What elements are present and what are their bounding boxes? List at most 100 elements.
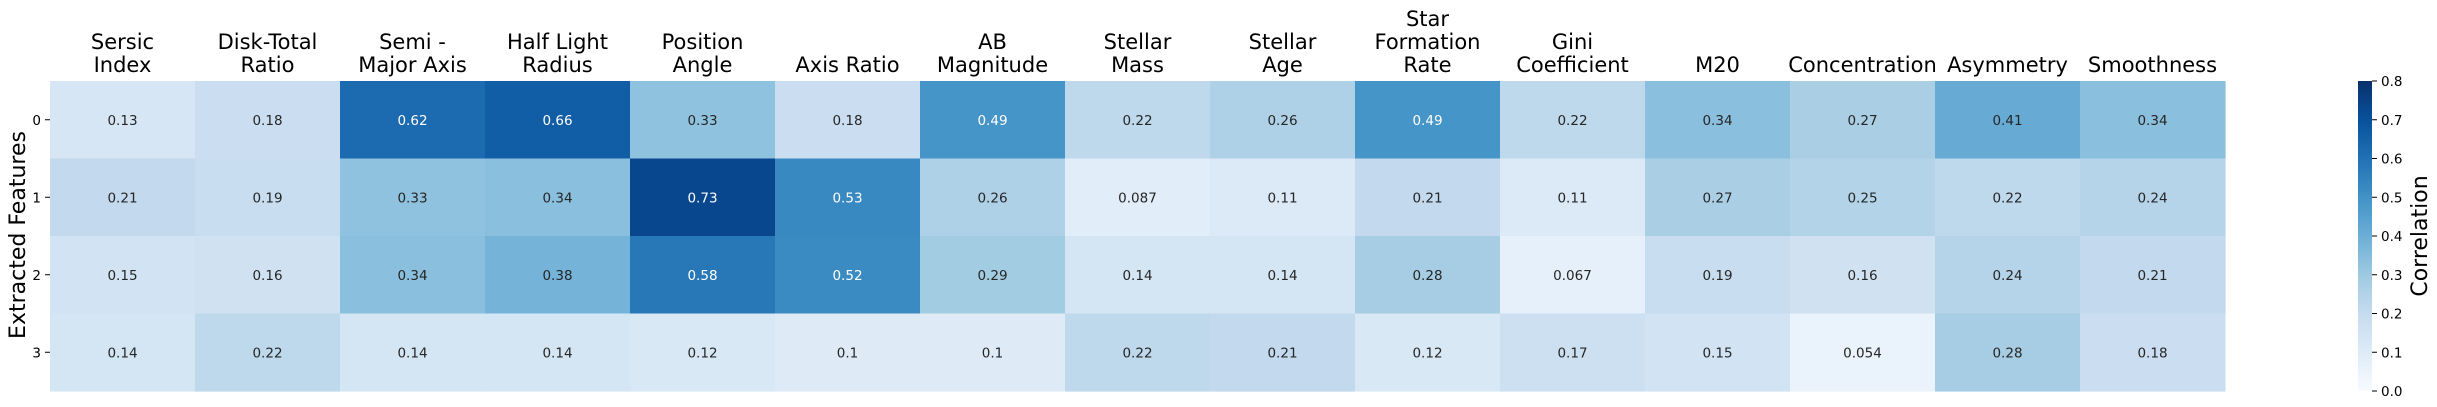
column-label-line: Magnitude	[937, 53, 1048, 77]
cell-value-label: 0.18	[832, 113, 862, 129]
cell-value-label: 0.14	[1267, 268, 1297, 284]
heatmap-cell	[1935, 313, 2081, 392]
column-label-line: Index	[94, 53, 152, 77]
cell-value-label: 0.21	[2137, 268, 2167, 284]
heatmap-cell	[2080, 158, 2226, 237]
row-tick-label: 3	[32, 345, 41, 361]
cell-value-label: 0.27	[1847, 113, 1877, 129]
column-label-line: Axis Ratio	[795, 53, 899, 77]
heatmap-cell	[630, 236, 776, 315]
heatmap-cell	[1210, 158, 1356, 237]
cell-value-label: 0.21	[1412, 190, 1442, 206]
column-label-line: Mass	[1111, 53, 1164, 77]
heatmap-cell	[630, 81, 776, 160]
heatmap-cell	[1210, 81, 1356, 160]
cell-value-label: 0.34	[397, 268, 427, 284]
cell-value-label: 0.66	[542, 113, 572, 129]
heatmap-cell	[50, 81, 196, 160]
column-label-line: Half Light	[507, 30, 608, 54]
cell-value-label: 0.49	[977, 113, 1007, 129]
colorbar-tick-label: 0.0	[2381, 384, 2402, 400]
cell-value-label: 0.22	[1122, 345, 1152, 361]
cell-value-label: 0.1	[837, 345, 858, 361]
column-label-line: Angle	[673, 53, 733, 77]
heatmap-cell	[630, 313, 776, 392]
column-label: Asymmetry	[1947, 53, 2068, 77]
column-label-line: Age	[1262, 53, 1303, 77]
cell-value-label: 0.52	[832, 268, 862, 284]
heatmap-cell	[485, 81, 631, 160]
column-label-line: Stellar	[1249, 30, 1317, 54]
heatmap-cell	[1355, 81, 1501, 160]
cell-value-label: 0.15	[107, 268, 137, 284]
column-label-line: AB	[978, 30, 1007, 54]
heatmap-cell	[485, 158, 631, 237]
heatmap-cell	[2080, 313, 2226, 392]
heatmap-cell	[195, 236, 341, 315]
column-label-line: Concentration	[1788, 53, 1937, 77]
column-label: Stellar Mass	[1104, 30, 1172, 77]
cell-value-label: 0.12	[1412, 345, 1442, 361]
cell-value-label: 0.26	[977, 190, 1007, 206]
row-tick-label: 0	[32, 113, 41, 129]
column-label: Smoothness	[2088, 53, 2217, 77]
cell-value-label: 0.087	[1118, 190, 1157, 206]
cell-value-label: 0.14	[397, 345, 427, 361]
heatmap-cell	[1790, 158, 1936, 237]
cell-value-label: 0.41	[1992, 113, 2022, 129]
column-label: M20	[1695, 53, 1740, 77]
heatmap-cell	[340, 158, 486, 237]
cell-value-label: 0.18	[252, 113, 282, 129]
heatmap-cell	[1065, 158, 1211, 237]
column-label: Half Light Radius	[507, 30, 608, 77]
column-label: Semi -Major Axis	[358, 30, 467, 77]
colorbar-tick-label: 0.6	[2381, 152, 2402, 168]
column-label: Gini Coefficient	[1516, 30, 1629, 77]
heatmap-cell	[920, 313, 1066, 392]
row-tick-label: 2	[32, 268, 41, 284]
cell-value-label: 0.21	[107, 190, 137, 206]
heatmap-cell	[1935, 81, 2081, 160]
colorbar-ticks: 0.0 0.1 0.2 0.3 0.4 0.5 0.6 0.7 0.8	[2372, 74, 2402, 400]
heatmap-cell	[2080, 81, 2226, 160]
cell-value-label: 0.14	[107, 345, 137, 361]
heatmap-cell	[1355, 236, 1501, 315]
cell-value-label: 0.21	[1267, 345, 1297, 361]
heatmap-cell	[195, 313, 341, 392]
column-label: Sersic Index	[91, 30, 154, 77]
cell-value-label: 0.62	[397, 113, 427, 129]
column-label-line: Disk-Total	[218, 30, 318, 54]
colorbar-tick-label: 0.1	[2381, 345, 2402, 361]
cell-value-label: 0.18	[2137, 345, 2167, 361]
heatmap-cell	[1645, 313, 1791, 392]
cell-value-label: 0.73	[687, 190, 717, 206]
heatmap-cell	[1065, 313, 1211, 392]
cell-value-label: 0.24	[1992, 268, 2022, 284]
column-label: Concentration	[1788, 53, 1937, 77]
heatmap-cell	[775, 313, 921, 392]
column-label-line: Ratio	[241, 53, 295, 77]
colorbar-tick-label: 0.5	[2381, 190, 2402, 206]
heatmap-cell	[50, 158, 196, 237]
heatmap-cell	[1500, 236, 1646, 315]
cell-value-label: 0.33	[687, 113, 717, 129]
heatmap-cell	[195, 158, 341, 237]
row-tick-label: 1	[32, 190, 41, 206]
cell-value-label: 0.22	[252, 345, 282, 361]
column-label-line: Coefficient	[1516, 53, 1629, 77]
cell-value-label: 0.38	[542, 268, 572, 284]
colorbar-gradient	[2358, 81, 2372, 391]
heatmap-cell	[630, 158, 776, 237]
heatmap-cell	[340, 81, 486, 160]
column-label: Disk-Total Ratio	[218, 30, 318, 77]
heatmap-cell	[920, 158, 1066, 237]
heatmap-cell	[1065, 236, 1211, 315]
heatmap-cell	[775, 81, 921, 160]
column-label-line: Semi -	[379, 30, 446, 54]
cell-value-label: 0.34	[2137, 113, 2167, 129]
cell-value-label: 0.054	[1843, 345, 1882, 361]
heatmap-cell	[1935, 236, 2081, 315]
cell-value-label: 0.26	[1267, 113, 1297, 129]
heatmap-cell	[1210, 313, 1356, 392]
